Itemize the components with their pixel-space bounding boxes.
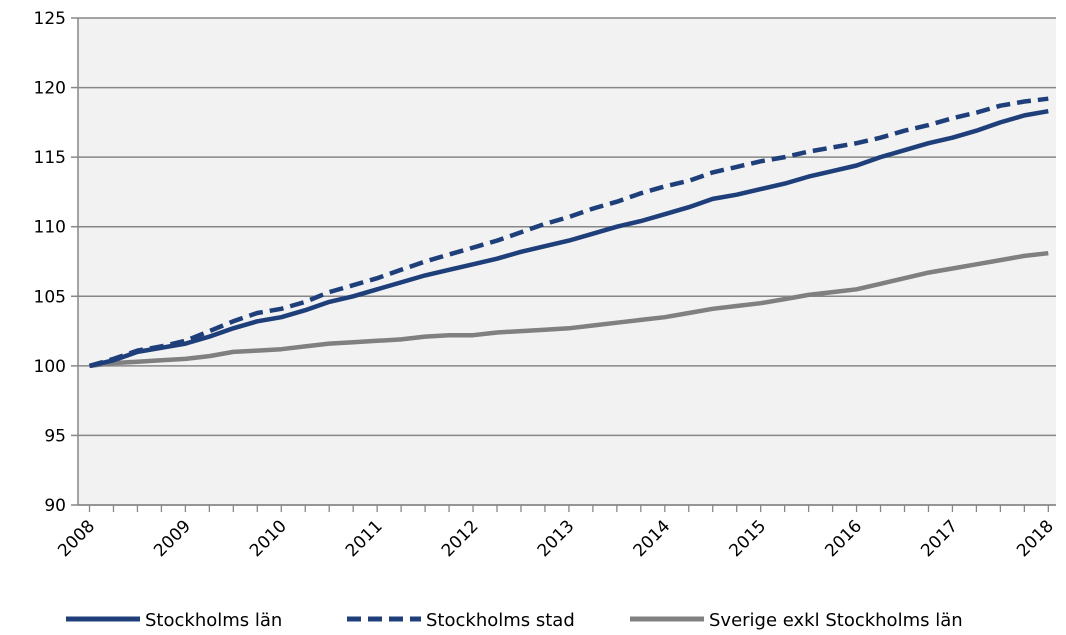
legend-label-2: Sverige exkl Stockholms län <box>709 610 963 631</box>
x-tick-label: 2016 <box>821 516 866 561</box>
y-tick-label: 120 <box>34 79 66 99</box>
y-tick-label: 105 <box>34 287 66 307</box>
x-tick-label: 2017 <box>917 516 962 561</box>
series-lines <box>88 96 1049 369</box>
legend-label-1: Stockholms stad <box>426 610 575 631</box>
y-tick-label: 115 <box>34 148 66 168</box>
x-tick-label: 2008 <box>54 516 99 561</box>
series-line-0 <box>88 108 1049 369</box>
plot-background <box>78 18 1056 505</box>
y-tick-label: 90 <box>44 496 66 516</box>
y-tick-label: 95 <box>44 426 66 446</box>
x-tick-label: 2013 <box>534 516 579 561</box>
y-tick-label: 110 <box>34 218 66 238</box>
x-tick-label: 2009 <box>150 516 195 561</box>
y-tick-label: 125 <box>34 9 66 29</box>
x-axis-ticks: 2008 2009 2010 2011 2012 2013 2014 2015 2016 2017… <box>54 505 1058 561</box>
y-axis-ticks: 90 95 100 105 110 115 120 125 <box>34 9 78 516</box>
series-line-2 <box>89 250 1049 369</box>
legend: Stockholms län Stockholms stad Sverige exk… <box>66 610 963 631</box>
x-tick-label: 2011 <box>342 516 387 561</box>
y-tick-label: 100 <box>34 357 66 377</box>
x-tick-label: 2015 <box>725 516 770 561</box>
legend-label-0: Stockholms län <box>145 610 282 631</box>
x-tick-label: 2012 <box>438 516 483 561</box>
x-tick-label: 2010 <box>246 516 291 561</box>
x-tick-label: 2014 <box>630 516 675 561</box>
axes <box>77 18 1056 506</box>
grid-lines <box>78 17 1056 506</box>
x-tick-label: 2018 <box>1013 516 1058 561</box>
